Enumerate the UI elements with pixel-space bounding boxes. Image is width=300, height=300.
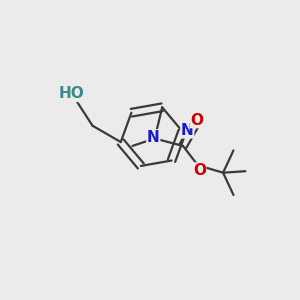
Text: O: O	[193, 163, 206, 178]
Text: N: N	[147, 130, 160, 145]
Text: O: O	[190, 112, 203, 128]
Text: N: N	[181, 123, 194, 138]
Text: HO: HO	[59, 86, 85, 101]
